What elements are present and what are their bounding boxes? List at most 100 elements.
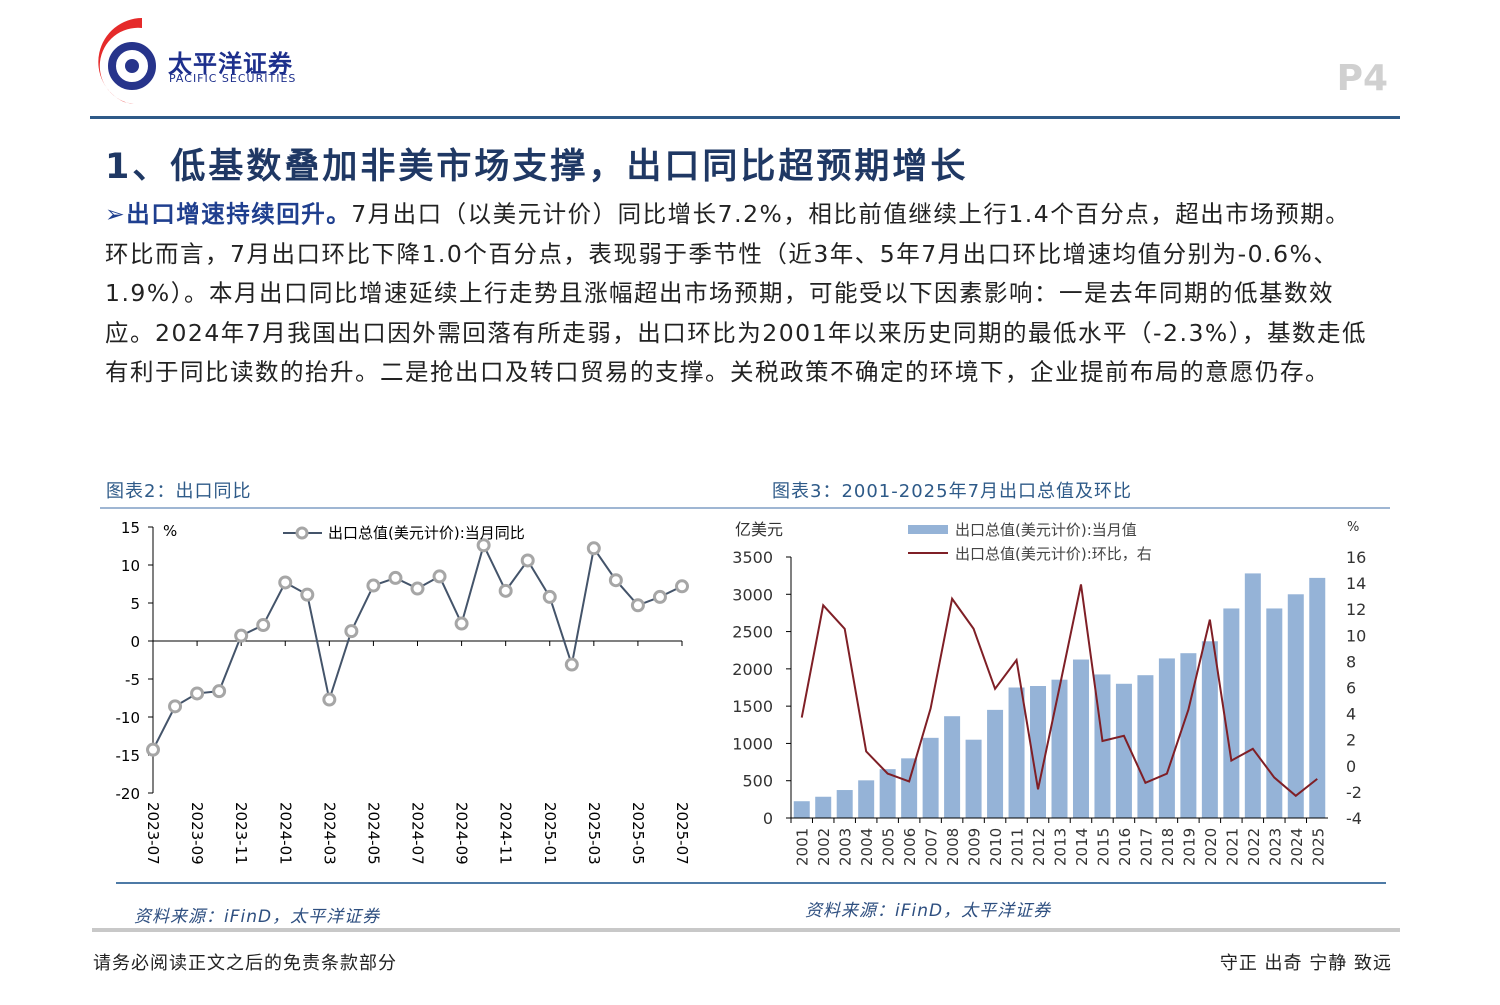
right-y-tick-label: 2 [1346,731,1356,750]
x-tick-label: 2024-01 [276,802,294,865]
bar [987,709,1004,818]
chart-3-title: 图表3：2001-2025年7月出口总值及环比 [772,481,1133,502]
x-tick-label: 2025 [1309,828,1327,866]
section-title: 1、低基数叠加非美市场支撑，出口同比超预期增长 [105,147,969,187]
data-point [234,628,249,643]
data-point [168,699,183,714]
x-tick-label: 2012 [1030,828,1048,866]
data-point [454,616,469,631]
right-y-tick-label: 8 [1346,652,1356,671]
y-tick-label: -20 [116,785,141,803]
x-tick-label: 2007 [923,828,941,866]
bar [1287,594,1304,818]
data-point [608,573,623,588]
company-motto: 守正 出奇 宁静 致远 [1219,953,1392,974]
x-tick-label: 2002 [815,828,833,866]
legend-label: 出口总值(美元计价):环比，右 [955,545,1152,563]
x-tick-label: 2023-11 [232,802,250,865]
export-value-mom-chart: 3500 3000 2500 2000 1500 1000 500 0 16 14 12 10 8 6 4 2… [732,520,1366,866]
y-tick-label: -10 [116,709,141,727]
x-tick-label: 2025-05 [629,802,647,865]
y-tick-label: -15 [116,747,141,765]
bar [1244,573,1261,818]
right-y-tick-label: -2 [1346,783,1362,802]
data-point [476,538,491,553]
bar [836,790,853,818]
x-tick-label: 2023-09 [188,802,206,865]
data-point [630,598,645,613]
right-y-tick-label: 14 [1346,574,1366,593]
bar [922,737,939,818]
x-tick-label: 2004 [858,828,876,866]
left-y-tick-label: 1500 [732,697,773,716]
header-divider [90,116,1400,119]
mom-line [800,584,1318,798]
chart-2-source: 资料来源：iFinD，太平洋证券 [134,907,381,927]
chart-2-title: 图表2：出口同比 [106,481,252,502]
bar [901,758,918,818]
source-divider [116,882,1386,884]
x-tick-label: 2018 [1159,828,1177,866]
data-point [675,579,689,594]
data-point [190,686,205,701]
x-tick-label: 2005 [880,828,898,866]
left-unit-label: 亿美元 [735,520,783,539]
x-tick-label: 2024-03 [320,802,338,865]
bar [1137,675,1154,818]
x-tick-label: 2006 [901,828,919,866]
left-y-tick-label: 2000 [732,660,773,679]
bar [965,739,982,818]
paragraph-text: 7月出口（以美元计价）同比增长7.2%，相比前值继续上行1.4个百分点，超出市场… [105,200,1367,387]
bar [793,801,810,818]
x-tick-label: 2013 [1052,828,1070,866]
x-tick-label: 2020 [1202,828,1220,866]
y-tick-label: 15 [121,519,140,537]
data-point [366,578,381,593]
chart-title-divider [100,507,1390,509]
export-yoy-chart: 15 10 5 0 -5 -10 -15 -20% 2023-07 2023-09 2023-11 2… [116,519,692,865]
page-number: P4 [1336,58,1388,99]
x-tick-label: 2010 [987,828,1005,866]
paragraph-lead: 出口增速持续回升。 [126,200,352,228]
legend-marker [295,526,309,540]
y-tick-label: 5 [130,595,140,613]
data-point [498,583,513,598]
body-paragraph: ➢出口增速持续回升。7月出口（以美元计价）同比增长7.2%，相比前值继续上行1.… [105,195,1375,393]
x-tick-label: 2024-09 [453,802,471,865]
y-tick-label: 10 [121,557,140,575]
x-tick-label: 2024-11 [497,802,515,865]
data-point [388,570,403,585]
bar [1223,608,1240,818]
bullet-arrow-icon: ➢ [105,200,127,228]
data-point [322,692,337,707]
x-tick-label: 2001 [794,828,812,866]
data-point [278,575,293,590]
x-tick-label: 2025-03 [585,802,603,865]
logo-english-name: PACIFIC SECURITIES [169,72,297,85]
data-point [344,624,359,639]
data-point [410,581,425,596]
left-y-tick-label: 0 [763,809,773,828]
bar [944,716,961,818]
x-tick-label: 2015 [1094,828,1112,866]
left-y-tick-label: 500 [742,772,773,791]
x-tick-label: 2014 [1073,828,1091,866]
right-unit-label: % [1347,520,1359,535]
x-tick-label: 2024 [1288,828,1306,866]
right-y-tick-label: 12 [1346,600,1366,619]
x-tick-label: 2016 [1116,828,1134,866]
footer-divider [92,928,1400,932]
data-point [586,541,601,556]
left-y-tick-label: 1000 [732,734,773,753]
data-point [212,684,227,699]
bar [858,780,875,818]
right-y-tick-label: 10 [1346,626,1366,645]
right-y-tick-label: 0 [1346,757,1356,776]
x-tick-label: 2003 [837,828,855,866]
x-tick-label: 2024-07 [409,802,427,865]
legend-label: 出口总值(美元计价):当月同比 [328,524,525,542]
x-tick-label: 2025-01 [541,802,559,865]
left-y-tick-label: 2500 [732,623,773,642]
x-tick-label: 2022 [1245,828,1263,866]
right-y-tick-label: 16 [1346,548,1366,567]
